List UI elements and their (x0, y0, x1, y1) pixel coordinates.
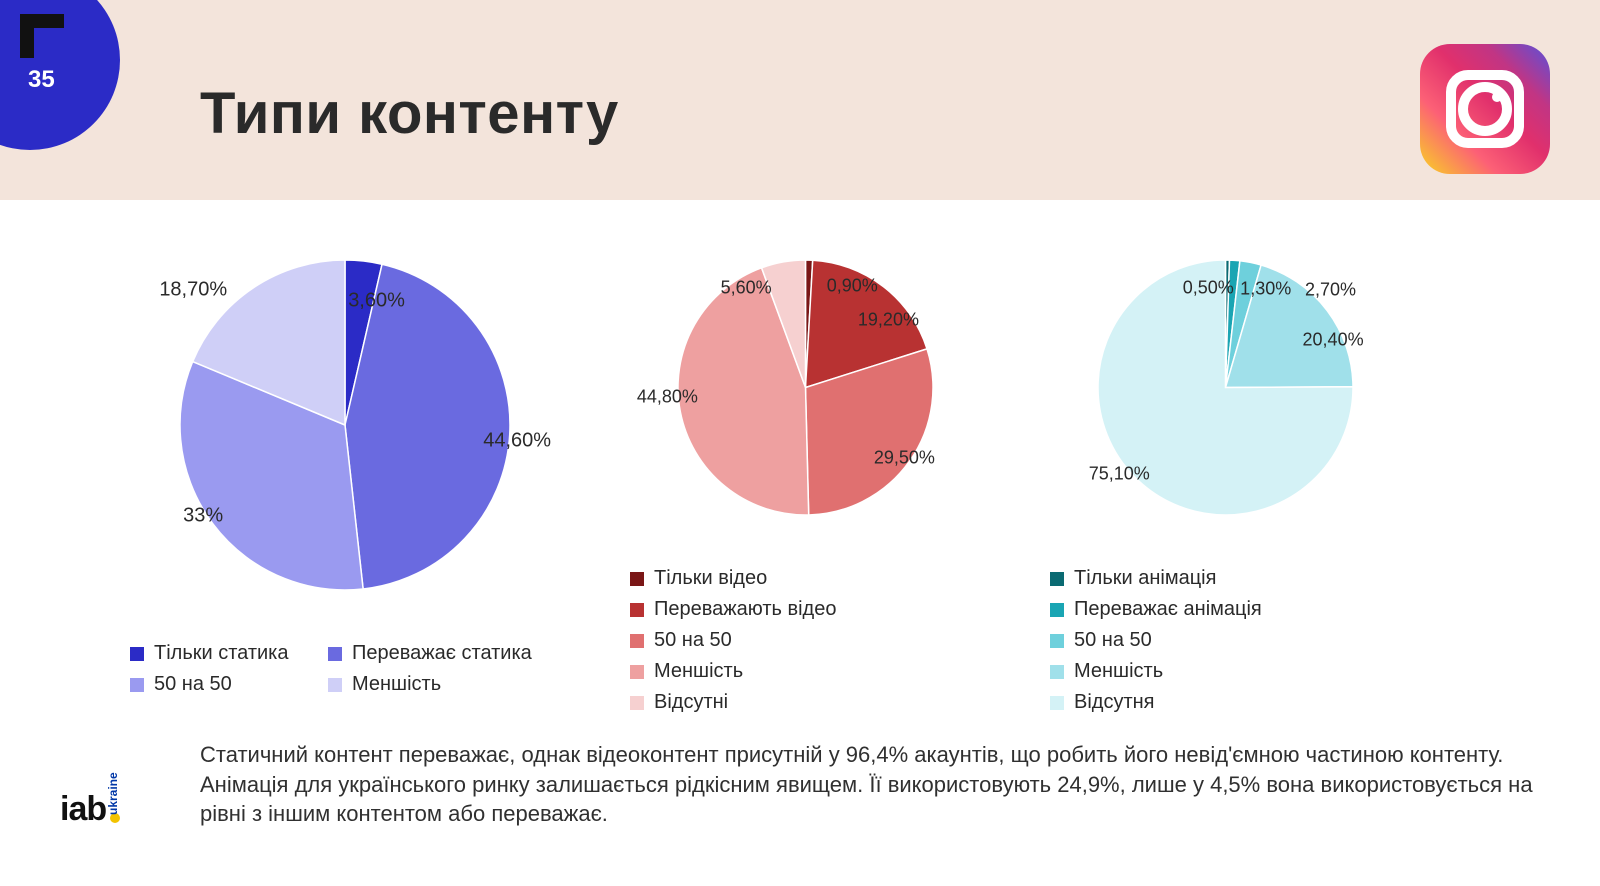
legend-swatch-icon (630, 665, 644, 679)
pie-slice-label: 0,50% (1183, 278, 1234, 299)
legend-swatch-icon (630, 634, 644, 648)
legend-item: Відсутні (630, 691, 800, 714)
chart-video: 0,90% 19,20% 29,50% 44,80% 5,60% Тільки відео… (630, 230, 980, 714)
legend-item: Переважає анімація (1050, 598, 1262, 621)
pie-slice-label: 19,20% (858, 310, 919, 331)
legend-label: Тільки анімація (1074, 567, 1216, 590)
legend-swatch-icon (1050, 572, 1064, 586)
chart-animation: 0,50% 1,30% 2,70% 20,40% 75,10% Тільки анімац… (1050, 230, 1400, 714)
legend-item: Тільки відео (630, 567, 800, 590)
legend-swatch-icon (630, 696, 644, 710)
legend-label: Переважають відео (654, 598, 836, 621)
pie-slice-label: 1,30% (1240, 278, 1291, 299)
legend-swatch-icon (630, 603, 644, 617)
iab-logo-suffix: ukraine (106, 772, 120, 815)
slide-title: Типи контенту (200, 80, 619, 147)
iab-logo: iab ukraine (60, 790, 165, 829)
legend-item: Тільки анімація (1050, 567, 1220, 590)
pie-animation: 0,50% 1,30% 2,70% 20,40% 75,10% (1068, 230, 1383, 545)
legend-item: 50 на 50 (630, 629, 800, 652)
legend-label: Переважає анімація (1074, 598, 1262, 621)
legend-swatch-icon (1050, 696, 1064, 710)
pie-slice-label: 0,90% (827, 276, 878, 297)
legend-label: 50 на 50 (654, 629, 732, 652)
legend-label: Меншість (352, 673, 441, 696)
pie-slice-label: 33% (183, 505, 223, 528)
slide-header: 35 Типи контенту (0, 0, 1600, 200)
pie-slice-label: 44,80% (637, 387, 698, 408)
pie-slice-label: 3,60% (348, 290, 405, 313)
legend-swatch-icon (1050, 603, 1064, 617)
iab-logo-text: iab (60, 790, 106, 829)
pie-slice-label: 75,10% (1089, 463, 1150, 484)
legend-swatch-icon (630, 572, 644, 586)
pie-slice-label: 20,40% (1303, 329, 1364, 350)
body-text: Статичний контент переважає, однак відео… (200, 740, 1540, 829)
page-number: 35 (28, 66, 55, 94)
legend-swatch-icon (130, 678, 144, 692)
legend-item: Переважають відео (630, 598, 836, 621)
legend-item: 50 на 50 (1050, 629, 1220, 652)
chart-static: 3,60% 44,60% 33% 18,70% Тільки статика Перева… (130, 230, 560, 696)
legend-item: 50 на 50 (130, 673, 300, 696)
legend-label: Тільки статика (154, 642, 289, 665)
legend-label: Переважає статика (352, 642, 532, 665)
legend-label: Відсутні (654, 691, 728, 714)
legend-animation: Тільки анімація Переважає анімація 50 на 5… (1050, 567, 1400, 714)
legend-swatch-icon (1050, 634, 1064, 648)
charts-row: 3,60% 44,60% 33% 18,70% Тільки статика Перева… (130, 230, 1540, 714)
legend-item: Відсутня (1050, 691, 1220, 714)
legend-item: Тільки статика (130, 642, 300, 665)
pie-video: 0,90%19,20%29,50%44,80%5,60% (648, 230, 963, 545)
legend-label: Меншість (654, 660, 743, 683)
legend-label: Тільки відео (654, 567, 767, 590)
legend-static: Тільки статика Переважає статика 50 на 50 М… (130, 642, 560, 696)
slide: 35 Типи контенту 3,60% 44,60% 33% 18,70% Тіл… (0, 0, 1600, 886)
corner-glyph-icon (20, 14, 64, 58)
legend-item: Меншість (1050, 660, 1220, 683)
pie-slice-label: 2,70% (1305, 279, 1356, 300)
pie-slice-label: 18,70% (159, 278, 227, 301)
legend-label: 50 на 50 (1074, 629, 1152, 652)
pie-static: 3,60%44,60%33%18,70% (150, 230, 540, 620)
legend-item: Переважає статика (328, 642, 532, 665)
pie-slice-label: 44,60% (483, 429, 551, 452)
legend-label: Відсутня (1074, 691, 1155, 714)
legend-item: Меншість (630, 660, 800, 683)
pie-slice-label: 29,50% (874, 448, 935, 469)
legend-label: 50 на 50 (154, 673, 232, 696)
legend-item: Меншість (328, 673, 498, 696)
instagram-icon (1420, 44, 1550, 174)
pie-slice-label: 5,60% (721, 277, 772, 298)
legend-video: Тільки відео Переважають відео 50 на 50 Мен… (630, 567, 980, 714)
legend-swatch-icon (328, 647, 342, 661)
legend-swatch-icon (328, 678, 342, 692)
legend-swatch-icon (1050, 665, 1064, 679)
legend-label: Меншість (1074, 660, 1163, 683)
legend-swatch-icon (130, 647, 144, 661)
